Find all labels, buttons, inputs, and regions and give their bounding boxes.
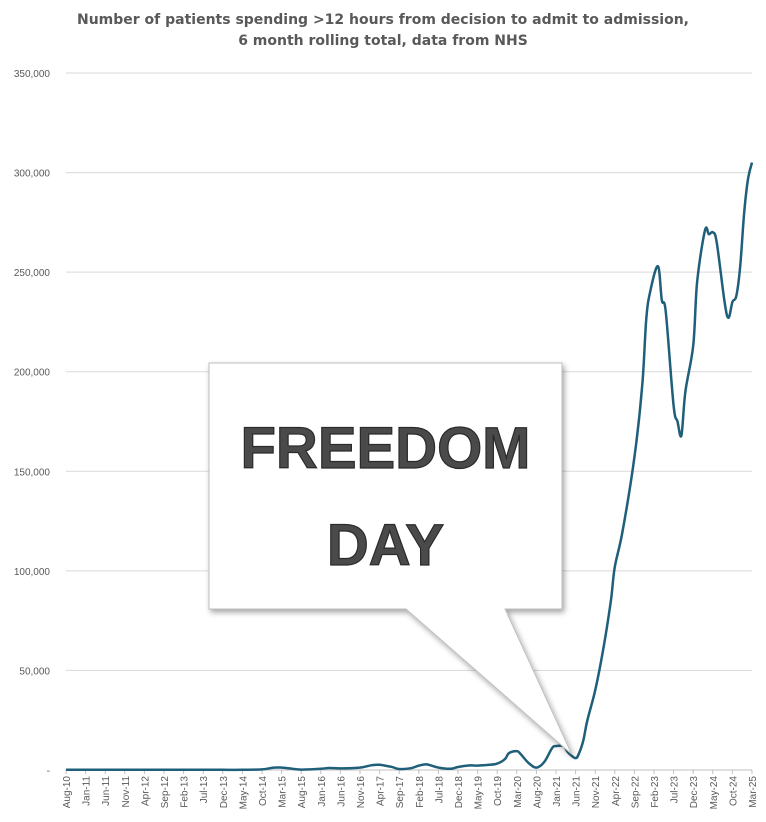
x-tick-label: Mar-15: [278, 776, 289, 808]
x-tick-label: Nov-16: [356, 776, 367, 809]
x-tick-label: Oct-19: [493, 776, 504, 806]
callout-shape: [208, 362, 573, 755]
x-tick-label: Apr-12: [140, 776, 151, 806]
x-tick-label: Oct-14: [258, 776, 269, 806]
y-tick-label: 350,000: [14, 69, 51, 80]
x-tick-label: Feb-23: [650, 776, 661, 808]
callout-text-line-2: DAY: [327, 513, 444, 578]
y-axis-tick-labels: - 50,000 100,000 150,000 200,000 250,000 300,0…: [14, 69, 51, 777]
x-tick-label: Mar-20: [513, 776, 524, 808]
freedom-day-callout: FREEDOM DAY: [208, 362, 573, 755]
series-line: [65, 162, 754, 772]
x-tick-label: Jun-11: [101, 776, 112, 806]
x-tick-label: Dec-18: [454, 776, 465, 809]
x-tick-label: Dec-23: [689, 776, 700, 809]
x-tick-label: Apr-22: [611, 776, 622, 806]
y-tick-label: 250,000: [14, 268, 51, 279]
y-tick-label: 100,000: [14, 567, 51, 578]
y-tick-label: -: [47, 766, 50, 777]
x-tick-label: Sep-17: [395, 776, 406, 809]
x-tick-label: May-19: [474, 776, 485, 810]
y-tick-label: 50,000: [19, 666, 50, 677]
x-tick-label: Nov-11: [121, 776, 132, 808]
x-tick-label: Jul-18: [434, 776, 445, 804]
x-tick-label: Jul-13: [199, 776, 210, 804]
x-tick-label: Aug-10: [62, 776, 73, 809]
x-tick-label: May-24: [709, 776, 720, 810]
x-tick-label: Aug-15: [297, 776, 308, 809]
x-tick-label: Mar-25: [748, 776, 759, 808]
callout-text-line-1: FREEDOM: [241, 416, 531, 481]
y-tick-label: 150,000: [14, 467, 51, 478]
x-tick-label: Oct-24: [728, 776, 739, 806]
x-tick-label: Nov-21: [591, 776, 602, 809]
x-tick-label: Aug-20: [532, 776, 543, 809]
x-tick-label: Sep-22: [630, 776, 641, 809]
x-tick-label: Jul-23: [670, 776, 681, 804]
x-axis-tick-labels: Aug-10 Jan-11 Jun-11 Nov-11 Apr-12 Sep-12 Feb-…: [62, 770, 759, 809]
x-tick-label: Feb-13: [180, 776, 191, 808]
chart-title-line-2: 6 month rolling total, data from NHS: [238, 33, 528, 49]
x-tick-label: Feb-18: [415, 776, 426, 808]
gridlines: [66, 72, 752, 671]
x-tick-label: Sep-12: [160, 776, 171, 809]
x-tick-label: Jun-16: [336, 776, 347, 807]
y-tick-label: 200,000: [14, 368, 51, 379]
x-tick-label: May-14: [238, 776, 249, 810]
series-layer: [65, 162, 754, 772]
x-tick-label: Apr-17: [376, 776, 387, 806]
x-tick-label: Jun-21: [572, 776, 583, 807]
x-tick-label: Jan-21: [552, 776, 563, 807]
x-tick-label: Jan-16: [317, 776, 328, 807]
x-tick-label: Dec-13: [219, 776, 230, 809]
chart-title-line-1: Number of patients spending >12 hours fr…: [76, 12, 689, 28]
x-tick-label: Jan-11: [82, 776, 93, 806]
y-tick-label: 300,000: [14, 169, 51, 180]
